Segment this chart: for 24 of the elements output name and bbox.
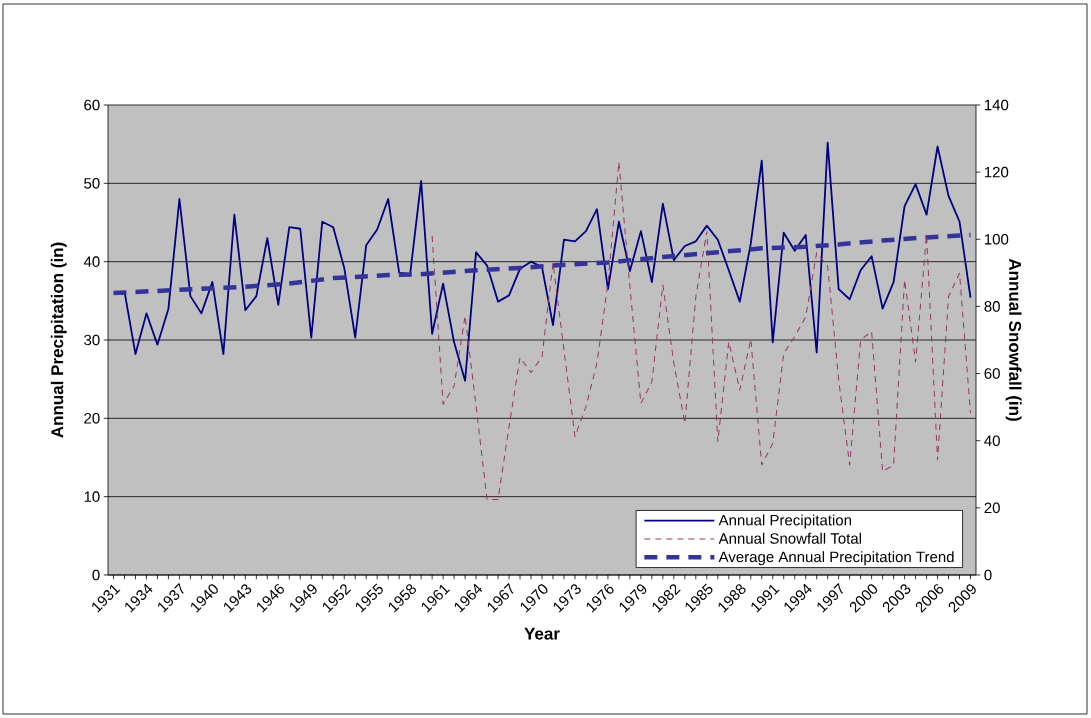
y-tick-label: 30: [84, 334, 100, 346]
y-axis-title: Annual Precipitation (in): [50, 242, 67, 438]
y2-tick-label: 40: [984, 435, 1000, 447]
y2-tick-label: 120: [984, 166, 1009, 178]
y2-tick-label: 0: [984, 569, 992, 581]
y2-tick-label: 20: [984, 502, 1000, 514]
y-tick-label: 0: [92, 569, 100, 581]
line-series: [111, 232, 973, 296]
y2-tick-label: 100: [984, 233, 1009, 245]
line-series: [431, 161, 972, 500]
legend-label: Average Annual Precipitation Trend: [718, 551, 954, 566]
y2-tick-label: 80: [984, 301, 1000, 312]
y2-axis-title: Annual Snowfall (in): [1005, 258, 1022, 421]
legend-label: Annual Snowfall Total: [718, 532, 861, 544]
line-series: [123, 141, 972, 382]
legend-label: Annual Precipitation: [718, 514, 852, 529]
x-axis-title: Year: [524, 627, 560, 640]
y-tick-label: 60: [84, 99, 100, 111]
y2-tick-label: 60: [984, 368, 1000, 379]
y-tick-label: 20: [84, 413, 100, 424]
y-tick-label: 10: [84, 491, 100, 502]
y-tick-label: 50: [84, 178, 100, 189]
y-tick-label: 40: [83, 256, 100, 267]
y2-tick-label: 140: [984, 99, 1009, 111]
